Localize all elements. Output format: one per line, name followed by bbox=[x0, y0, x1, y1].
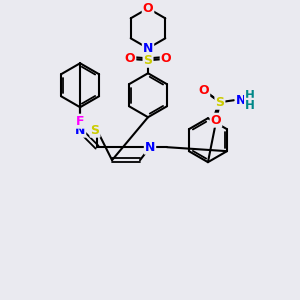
Text: O: O bbox=[211, 114, 221, 127]
Text: S: S bbox=[143, 54, 152, 67]
Text: S: S bbox=[215, 96, 224, 109]
Text: N: N bbox=[145, 141, 155, 154]
Text: O: O bbox=[143, 2, 153, 15]
Text: O: O bbox=[199, 84, 209, 97]
Text: N: N bbox=[143, 42, 153, 55]
Text: O: O bbox=[161, 52, 171, 65]
Text: H: H bbox=[245, 99, 255, 112]
Text: N: N bbox=[236, 94, 246, 107]
Text: S: S bbox=[91, 124, 100, 137]
Text: F: F bbox=[76, 115, 84, 128]
Text: N: N bbox=[75, 124, 85, 137]
Text: O: O bbox=[125, 52, 135, 65]
Text: H: H bbox=[245, 89, 255, 102]
